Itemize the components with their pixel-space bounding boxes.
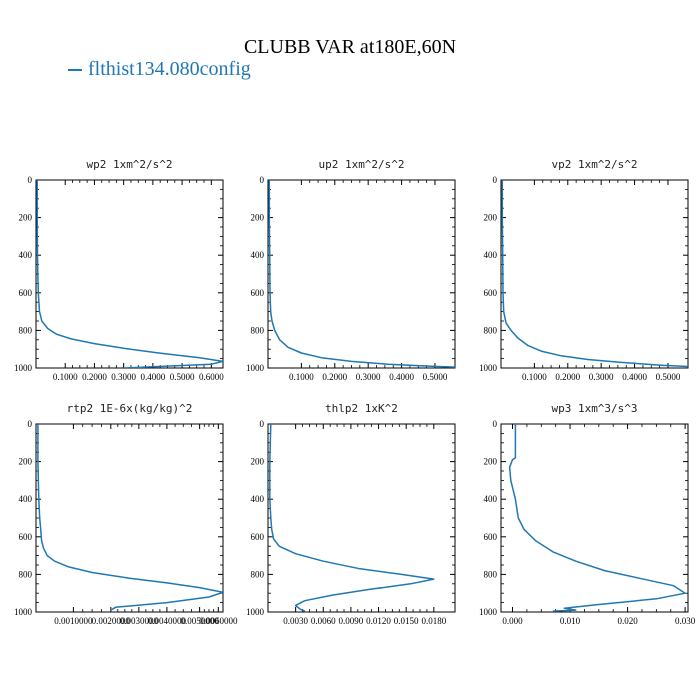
plot-frame xyxy=(35,179,224,369)
y-tick-label: 800 xyxy=(19,325,33,335)
x-tick-label: 0.5000 xyxy=(423,372,448,382)
x-tick-label: 0.0120 xyxy=(366,616,391,626)
x-tick-label: 0.0040000 xyxy=(148,616,187,626)
panel-3: vp2 1xm^2/s^2 0 200 400 600 800 1000 0.1000 0.20… xyxy=(479,158,689,382)
y-tick-label: 0 xyxy=(493,175,498,185)
panel-6: wp3 1xm^3/s^3 0 200 400 600 800 1000 0.000 0.010… xyxy=(479,402,696,626)
y-tick-label: 1000 xyxy=(246,363,265,373)
plot-frame xyxy=(267,179,456,369)
x-tick-label: 0.0150 xyxy=(394,616,419,626)
x-tick-label: 0.0060000 xyxy=(199,616,238,626)
y-tick-label: 400 xyxy=(251,494,265,504)
x-tick-label: 0.4000 xyxy=(389,372,414,382)
x-tick-label: 0.1000 xyxy=(53,372,78,382)
y-tick-label: 0 xyxy=(260,175,265,185)
y-tick-label: 200 xyxy=(484,457,498,467)
series-line xyxy=(508,424,686,612)
x-tick-label: 0.1000 xyxy=(522,372,547,382)
panel-1: wp2 1xm^2/s^2 0 200 400 600 800 1000 0.1000 0.20… xyxy=(14,158,224,382)
y-tick-label: 1000 xyxy=(14,607,33,617)
y-tick-label: 800 xyxy=(484,325,498,335)
y-tick-label: 600 xyxy=(251,288,265,298)
x-tick-label: 0.0090 xyxy=(339,616,364,626)
y-tick-label: 600 xyxy=(484,288,498,298)
y-tick-label: 200 xyxy=(251,457,265,467)
x-tick-label: 0.030 xyxy=(675,616,696,626)
plot-frame xyxy=(267,423,456,613)
y-tick-label: 0 xyxy=(493,419,498,429)
y-tick-label: 600 xyxy=(251,532,265,542)
x-tick-label: 0.2000 xyxy=(82,372,107,382)
y-tick-label: 600 xyxy=(19,288,33,298)
panel-title: up2 1xm^2/s^2 xyxy=(318,158,404,171)
y-tick-label: 800 xyxy=(251,325,265,335)
y-tick-label: 400 xyxy=(19,250,33,260)
x-tick-label: 0.6000 xyxy=(199,372,224,382)
plot-frame xyxy=(500,179,689,369)
x-tick-label: 0.2000 xyxy=(555,372,580,382)
x-tick-label: 0.3000 xyxy=(356,372,381,382)
legend: flthist134.080config xyxy=(68,58,251,81)
panel-title: vp2 1xm^2/s^2 xyxy=(551,158,637,171)
y-tick-label: 0 xyxy=(28,419,33,429)
x-tick-label: 0.0050000 xyxy=(181,616,220,626)
x-tick-label: 0.1000 xyxy=(289,372,314,382)
panel-4: rtp2 1E-6x(kg/kg)^2 0 200 400 600 800 1000 0.00… xyxy=(14,402,238,626)
panel-title: thlp2 1xK^2 xyxy=(325,402,398,415)
y-tick-label: 0 xyxy=(28,175,33,185)
y-tick-label: 400 xyxy=(484,250,498,260)
y-tick-label: 200 xyxy=(19,213,33,223)
panel-title: wp2 1xm^2/s^2 xyxy=(86,158,172,171)
panel-title: rtp2 1E-6x(kg/kg)^2 xyxy=(67,402,193,415)
series-line xyxy=(37,424,223,611)
x-tick-label: 0.0060 xyxy=(311,616,336,626)
y-tick-label: 200 xyxy=(251,213,265,223)
x-tick-label: 0.3000 xyxy=(111,372,136,382)
plot-frame xyxy=(35,423,224,613)
legend-line-swatch xyxy=(68,69,82,72)
y-tick-label: 400 xyxy=(484,494,498,504)
y-tick-label: 800 xyxy=(19,569,33,579)
x-tick-label: 0.010 xyxy=(560,616,581,626)
y-tick-label: 600 xyxy=(19,532,33,542)
y-tick-label: 600 xyxy=(484,532,498,542)
chart-main-title: CLUBB VAR at180E,60N xyxy=(243,36,457,58)
y-tick-label: 400 xyxy=(19,494,33,504)
x-tick-label: 0.0010000 xyxy=(54,616,93,626)
x-tick-label: 0.3000 xyxy=(589,372,614,382)
y-tick-label: 800 xyxy=(251,569,265,579)
y-tick-label: 400 xyxy=(251,250,265,260)
series-line xyxy=(269,424,435,612)
legend-label: flthist134.080config xyxy=(88,58,251,80)
x-tick-label: 0.5000 xyxy=(170,372,195,382)
y-tick-label: 200 xyxy=(19,457,33,467)
y-tick-label: 1000 xyxy=(479,363,498,373)
series-line xyxy=(501,180,688,368)
series-line xyxy=(268,180,455,368)
x-tick-label: 0.4000 xyxy=(141,372,166,382)
x-tick-label: 0.2000 xyxy=(322,372,347,382)
y-tick-label: 0 xyxy=(260,419,265,429)
y-tick-label: 800 xyxy=(484,569,498,579)
y-tick-label: 1000 xyxy=(479,607,498,617)
x-tick-label: 0.4000 xyxy=(622,372,647,382)
x-tick-label: 0.020 xyxy=(617,616,638,626)
x-tick-label: 0.0030 xyxy=(283,616,308,626)
panel-title: wp3 1xm^3/s^3 xyxy=(551,402,637,415)
plot-frame xyxy=(500,423,689,613)
y-tick-label: 1000 xyxy=(14,363,33,373)
x-tick-label: 0.0020000 xyxy=(92,616,131,626)
series-line xyxy=(36,180,223,368)
x-tick-label: 0.000 xyxy=(502,616,523,626)
x-tick-label: 0.0180 xyxy=(421,616,446,626)
y-tick-label: 1000 xyxy=(246,607,265,617)
x-tick-label: 0.0030000 xyxy=(120,616,159,626)
y-tick-label: 200 xyxy=(484,213,498,223)
x-tick-label: 0.5000 xyxy=(656,372,681,382)
panel-2: up2 1xm^2/s^2 0 200 400 600 800 1000 0.1000 0.20… xyxy=(246,158,456,382)
panel-5: thlp2 1xK^2 0 200 400 600 800 1000 0.0030 0.0060… xyxy=(246,402,456,626)
